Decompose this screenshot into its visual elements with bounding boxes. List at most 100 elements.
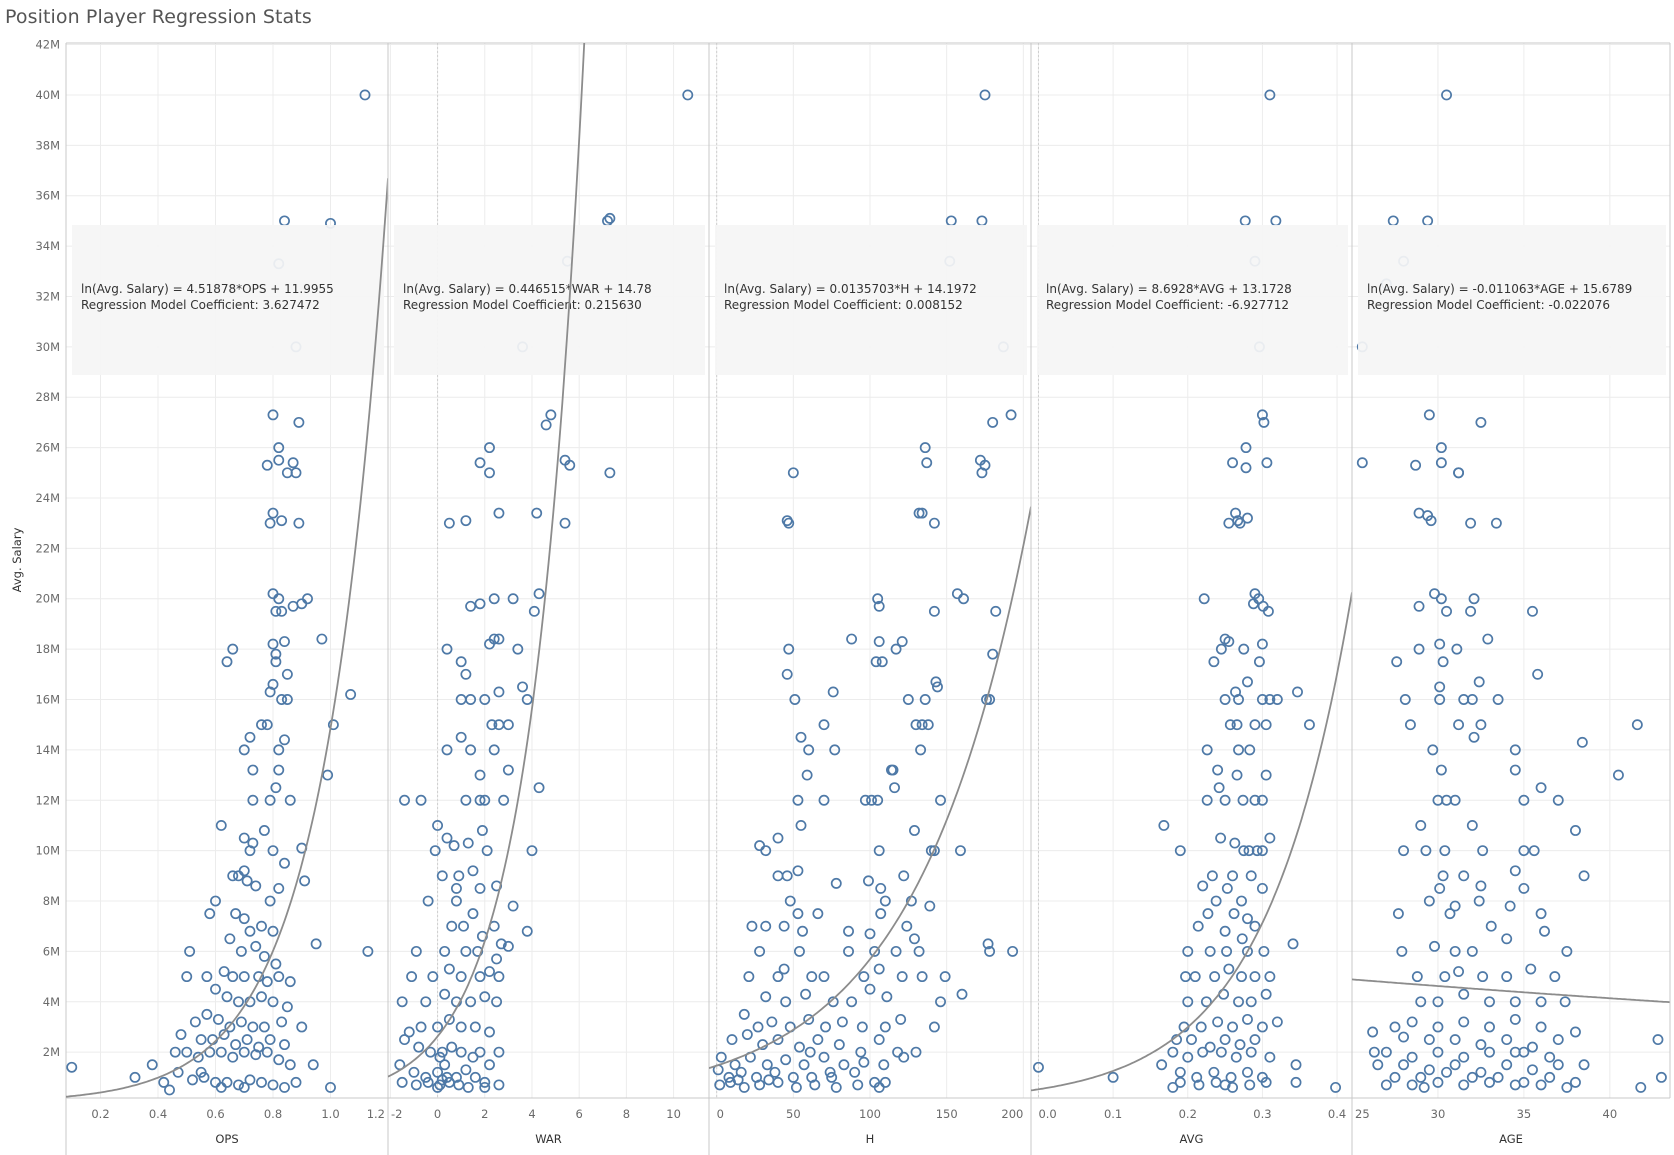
data-point[interactable] xyxy=(1552,794,1564,806)
data-point[interactable] xyxy=(479,794,491,806)
data-point[interactable] xyxy=(467,865,479,877)
data-point[interactable] xyxy=(1193,1079,1205,1091)
data-point[interactable] xyxy=(267,925,279,937)
data-point[interactable] xyxy=(359,89,371,101)
data-point[interactable] xyxy=(1484,996,1495,1008)
data-point[interactable] xyxy=(1468,731,1480,743)
data-point[interactable] xyxy=(230,1039,242,1051)
data-point[interactable] xyxy=(1532,668,1544,680)
data-point[interactable] xyxy=(1245,996,1257,1008)
data-point[interactable] xyxy=(273,593,285,605)
data-point[interactable] xyxy=(1484,1046,1495,1058)
data-point[interactable] xyxy=(273,1054,285,1066)
data-point[interactable] xyxy=(790,1081,802,1093)
data-point[interactable] xyxy=(441,643,453,655)
data-point[interactable] xyxy=(465,600,477,612)
data-point[interactable] xyxy=(1466,945,1478,957)
data-point[interactable] xyxy=(1219,925,1231,937)
data-point[interactable] xyxy=(1242,512,1253,524)
data-point[interactable] xyxy=(919,694,931,705)
data-point[interactable] xyxy=(1422,215,1434,227)
data-point[interactable] xyxy=(830,877,842,889)
data-point[interactable] xyxy=(1245,1046,1257,1058)
data-point[interactable] xyxy=(458,920,469,932)
data-point[interactable] xyxy=(909,825,920,836)
data-point[interactable] xyxy=(66,1061,78,1073)
data-point[interactable] xyxy=(267,1079,279,1091)
data-point[interactable] xyxy=(273,764,285,776)
data-point[interactable] xyxy=(1223,636,1235,648)
data-point[interactable] xyxy=(270,958,282,970)
data-point[interactable] xyxy=(787,1071,799,1083)
data-point[interactable] xyxy=(230,908,242,920)
data-point[interactable] xyxy=(521,694,533,705)
data-point[interactable] xyxy=(714,1079,726,1091)
data-point[interactable] xyxy=(227,643,239,655)
data-point[interactable] xyxy=(1260,988,1272,1000)
data-point[interactable] xyxy=(913,945,925,957)
data-point[interactable] xyxy=(812,908,824,920)
data-point[interactable] xyxy=(1458,988,1470,1000)
data-point[interactable] xyxy=(780,996,792,1008)
data-point[interactable] xyxy=(870,656,882,668)
data-point[interactable] xyxy=(238,865,250,877)
data-point[interactable] xyxy=(1475,719,1487,731)
data-point[interactable] xyxy=(1192,920,1204,932)
data-point[interactable] xyxy=(922,719,934,731)
data-point[interactable] xyxy=(1219,1034,1231,1046)
data-point[interactable] xyxy=(498,794,510,806)
data-point[interactable] xyxy=(472,945,484,957)
data-point[interactable] xyxy=(1005,409,1017,421)
data-point[interactable] xyxy=(221,991,233,1003)
data-point[interactable] xyxy=(221,656,233,668)
data-point[interactable] xyxy=(436,870,448,882)
data-point[interactable] xyxy=(450,1071,462,1083)
data-point[interactable] xyxy=(604,212,616,224)
data-point[interactable] xyxy=(273,882,285,894)
data-point[interactable] xyxy=(491,996,503,1008)
data-point[interactable] xyxy=(746,920,758,932)
data-point[interactable] xyxy=(267,409,279,421)
data-point[interactable] xyxy=(273,454,285,466)
data-point[interactable] xyxy=(413,1041,425,1053)
data-point[interactable] xyxy=(1468,593,1480,605)
data-point[interactable] xyxy=(261,459,273,471)
data-point[interactable] xyxy=(1434,694,1446,705)
data-point[interactable] xyxy=(1212,764,1224,776)
data-point[interactable] xyxy=(1212,1016,1224,1028)
data-point[interactable] xyxy=(872,593,884,605)
data-point[interactable] xyxy=(1449,1034,1461,1046)
data-point[interactable] xyxy=(1415,819,1427,831)
data-point[interactable] xyxy=(1249,719,1261,731)
data-point[interactable] xyxy=(1204,945,1216,957)
data-point[interactable] xyxy=(410,1079,422,1091)
data-point[interactable] xyxy=(1368,1046,1380,1058)
data-point[interactable] xyxy=(1249,794,1261,806)
data-point[interactable] xyxy=(215,1046,227,1058)
data-point[interactable] xyxy=(1539,925,1550,937)
data-point[interactable] xyxy=(432,819,444,831)
data-point[interactable] xyxy=(1635,1081,1647,1093)
data-point[interactable] xyxy=(396,996,408,1008)
data-point[interactable] xyxy=(493,633,505,645)
data-point[interactable] xyxy=(455,1046,467,1058)
data-point[interactable] xyxy=(281,1001,293,1013)
data-point[interactable] xyxy=(812,1034,824,1046)
data-point[interactable] xyxy=(928,605,940,617)
data-point[interactable] xyxy=(1413,600,1425,612)
data-point[interactable] xyxy=(399,1034,410,1046)
data-point[interactable] xyxy=(1244,744,1256,756)
data-point[interactable] xyxy=(270,605,282,617)
data-point[interactable] xyxy=(1229,837,1241,849)
data-point[interactable] xyxy=(322,769,334,781)
data-point[interactable] xyxy=(778,920,790,932)
data-point[interactable] xyxy=(1432,1021,1444,1033)
data-point[interactable] xyxy=(345,689,357,700)
data-point[interactable] xyxy=(479,991,491,1003)
data-point[interactable] xyxy=(1535,908,1547,920)
data-point[interactable] xyxy=(769,1066,781,1078)
data-point[interactable] xyxy=(1234,1039,1246,1051)
data-point[interactable] xyxy=(1552,1059,1564,1071)
data-point[interactable] xyxy=(1242,676,1253,688)
data-point[interactable] xyxy=(1501,933,1513,945)
